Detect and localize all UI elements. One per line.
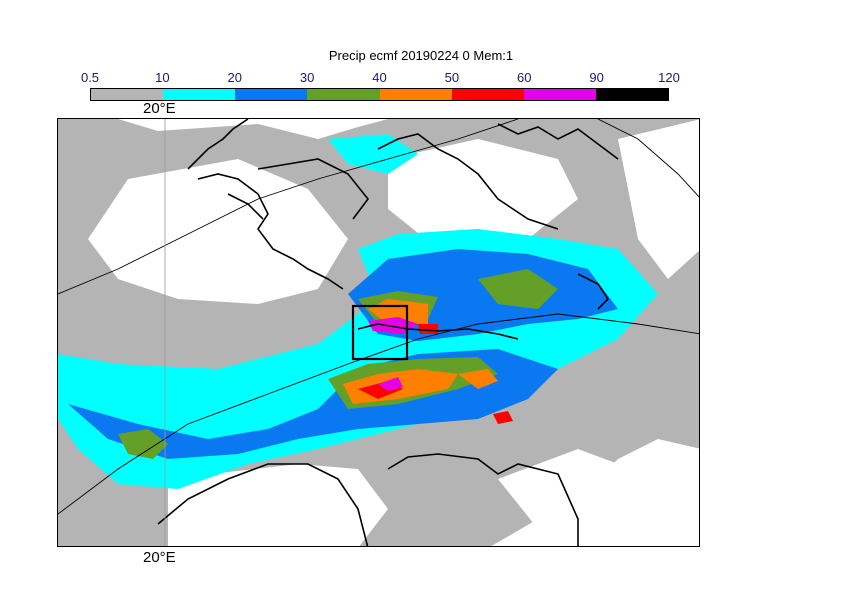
boundary-lines	[58, 119, 699, 515]
clear-areas	[88, 119, 699, 546]
colorbar-tick-label: 10	[155, 70, 170, 85]
colorbar-segment	[451, 89, 524, 100]
colorbar-segment	[379, 89, 452, 100]
plot-title: Precip ecmf 20190224 0 Mem:1	[328, 48, 514, 63]
colorbar-segment	[235, 89, 308, 100]
colorbar-tick-label: 40	[372, 70, 387, 85]
colorbar-segment	[163, 89, 236, 100]
precip-field-red	[358, 324, 513, 424]
colorbar-tick-label: 0.5	[80, 70, 100, 85]
colorbar-segment	[595, 89, 668, 100]
colorbar-tick-label: 50	[444, 70, 460, 85]
map-svg	[58, 119, 699, 546]
colorbar	[90, 88, 669, 101]
longitude-label-top: 20°E	[143, 100, 176, 117]
precip-field-magenta	[368, 317, 418, 391]
colorbar-segment	[523, 89, 596, 100]
colorbar-tick-label: 120	[658, 70, 680, 85]
colorbar-segment	[91, 89, 164, 100]
colorbar-tick-label: 90	[589, 70, 604, 85]
colorbar-tick-label: 60	[517, 70, 532, 85]
colorbar-tick-label: 20	[227, 70, 242, 85]
domain-box	[351, 304, 409, 361]
coastlines	[157, 119, 619, 546]
precipitation-map	[57, 118, 700, 547]
colorbar-segment	[307, 89, 380, 100]
longitude-label-bottom: 20°E	[143, 549, 176, 566]
colorbar-tick-label: 30	[299, 70, 315, 85]
